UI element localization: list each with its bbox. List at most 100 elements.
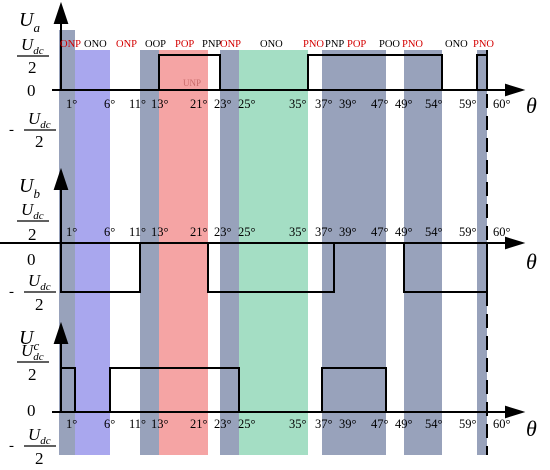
angle-label-c-8: 37° [315,417,333,431]
state-label-onp-0: ONP [60,39,81,50]
panel-label-a: Ua [19,9,40,35]
angle-label-b-12: 54° [425,225,443,239]
level-fraction-b-pos: Udc 2 [17,200,49,244]
fraction-numerator: Udc [28,425,51,447]
state-label-pnp-5: PNP [202,39,221,50]
axis-arrow-b [53,167,69,190]
axis-arrow-c [53,321,69,344]
angle-label-c-5: 23° [214,417,232,431]
band-gray-3 [220,50,239,455]
neg-sign: - [9,122,14,138]
band-gray-4 [322,50,386,455]
angle-label-a-10: 47° [371,97,389,111]
state-label-onp-6: ONP [220,39,241,50]
angle-label-c-6: 25° [238,417,256,431]
axis-arrow-h-c [505,405,526,419]
state-label-ono-7: ONO [260,39,283,50]
angle-label-a-12: 54° [425,97,443,111]
angle-label-c-14: 60° [493,417,511,431]
faint-label: UNP [183,78,201,88]
angle-label-b-8: 37° [315,225,333,239]
level-fraction-c-neg: -Udc 2 [9,425,56,468]
state-label-pno-8: PNO [303,39,324,50]
angle-label-c-1: 6° [104,417,115,431]
waveforms [60,54,488,413]
state-label-onp-2: ONP [116,39,137,50]
band-red [159,50,208,455]
theta-c: θ [526,416,537,441]
theta-a: θ [526,93,537,118]
axis-arrow-a [53,1,69,24]
fraction-denominator: 2 [35,132,44,151]
angle-label-a-5: 23° [214,97,232,111]
angle-label-b-6: 25° [238,225,256,239]
fraction-denominator: 2 [28,365,37,384]
fraction-denominator: 2 [35,449,44,468]
angle-label-c-2: 11° [129,417,146,431]
fraction-numerator: Udc [28,109,51,131]
state-label-ono-1: ONO [84,39,107,50]
angle-label-b-0: 1° [66,225,77,239]
angle-label-b-1: 6° [104,225,115,239]
angle-label-a-3: 13° [151,97,169,111]
theta-b: θ [526,249,537,274]
fraction-denominator: 2 [35,295,44,314]
angle-label-c-12: 54° [425,417,443,431]
angle-label-c-9: 39° [339,417,357,431]
band-green [239,50,308,455]
angle-label-c-13: 59° [459,417,477,431]
waveform-a [61,54,488,91]
state-label-pop-10: POP [347,39,366,50]
angle-label-a-2: 11° [129,97,146,111]
angle-label-b-7: 35° [289,225,307,239]
angle-label-a-14: 60° [493,97,511,111]
angle-labels: 1° 6° 11° 13° 21° 23° 25° 35° 37° 39° 47° 49° 54° 59°… [66,97,511,431]
zero-label-c: 0 [27,401,36,420]
angle-label-a-1: 6° [104,97,115,111]
band-gray-6 [477,50,487,455]
neg-sign: - [9,438,14,454]
angle-label-c-7: 35° [289,417,307,431]
angle-label-c-0: 1° [66,417,77,431]
fraction-numerator: Udc [21,35,44,57]
angle-label-c-4: 21° [190,417,208,431]
state-label-pno-12: PNO [402,39,423,50]
axis-arrow-h-a [505,83,526,97]
band-gray-5 [404,50,442,455]
angle-label-a-13: 59° [459,97,477,111]
state-label-ono-13: ONO [445,39,468,50]
angle-label-b-13: 59° [459,225,477,239]
angle-label-a-0: 1° [66,97,77,111]
panel-label-c: Uc [19,327,39,353]
fraction-denominator: 2 [28,58,37,77]
angle-label-b-9: 39° [339,225,357,239]
level-fraction-b-neg: -Udc 2 [9,271,56,314]
band-blue [75,50,110,455]
angle-label-b-2: 11° [129,225,146,239]
level-fraction-c-pos: Udc 2 [17,341,49,384]
angle-label-b-4: 21° [190,225,208,239]
angle-label-b-3: 13° [151,225,169,239]
panel-label-b: Ub [19,175,40,201]
angle-label-a-7: 35° [289,97,307,111]
angle-label-b-5: 23° [214,225,232,239]
angle-label-a-9: 39° [339,97,357,111]
interval-bands [59,30,487,455]
state-label-pnp-9: PNP [325,39,344,50]
state-label-poo-11: POO [379,39,400,50]
angle-label-a-6: 25° [238,97,256,111]
angle-label-b-10: 47° [371,225,389,239]
angle-label-a-11: 49° [395,97,413,111]
waveform-c [61,367,487,413]
angle-label-a-4: 21° [190,97,208,111]
fraction-numerator: Udc [21,341,44,363]
angle-label-c-10: 47° [371,417,389,431]
neg-sign: - [9,284,14,300]
angle-label-b-14: 60° [493,225,511,239]
fraction-numerator: Udc [21,200,44,222]
angle-label-c-3: 13° [151,417,169,431]
